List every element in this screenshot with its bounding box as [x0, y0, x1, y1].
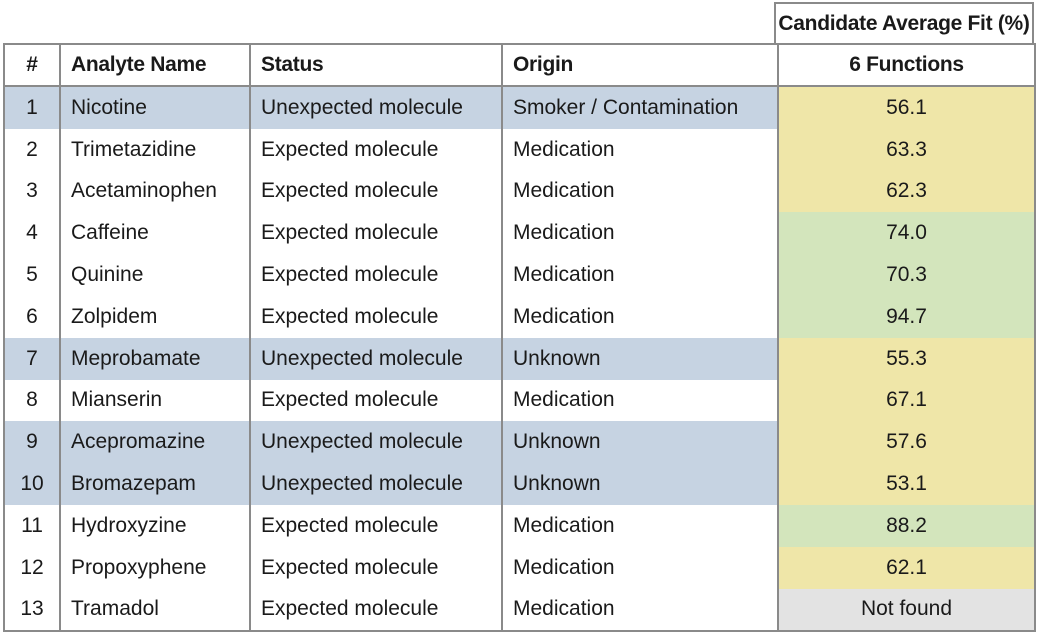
cell-fit-value: 62.1	[777, 546, 1036, 589]
cell-origin: Medication	[501, 379, 779, 422]
cell-fit-value: 70.3	[777, 254, 1036, 296]
cell-analyte-name: Meprobamate	[59, 337, 251, 380]
table-row: 7 Meprobamate Unexpected molecule Unknown 55…	[3, 337, 1036, 380]
cell-number: 11	[3, 504, 61, 547]
cell-origin: Medication	[501, 212, 779, 255]
cell-status: Unexpected molecule	[249, 86, 503, 129]
column-header-number: #	[3, 43, 61, 87]
cell-status: Expected molecule	[249, 295, 503, 338]
group-header-candidate-average-fit: Candidate Average Fit (%)	[774, 2, 1034, 44]
cell-analyte-name: Acepromazine	[59, 421, 251, 464]
cell-number: 4	[3, 212, 61, 255]
cell-origin: Medication	[501, 128, 779, 171]
cell-fit-value: 57.6	[777, 421, 1036, 464]
table-row: 2 Trimetazidine Expected molecule Medicatio…	[3, 128, 1036, 171]
table-row: 1 Nicotine Unexpected molecule Smoker / Con…	[3, 86, 1036, 129]
cell-status: Expected molecule	[249, 546, 503, 589]
cell-fit-value: Not found	[777, 588, 1036, 633]
cell-status: Expected molecule	[249, 212, 503, 255]
cell-number: 9	[3, 421, 61, 464]
cell-status: Unexpected molecule	[249, 337, 503, 380]
cell-fit-value: 88.2	[777, 504, 1036, 547]
cell-origin: Medication	[501, 588, 779, 633]
column-header-status: Status	[249, 43, 503, 87]
cell-analyte-name: Propoxyphene	[59, 546, 251, 589]
cell-status: Unexpected molecule	[249, 421, 503, 464]
table-row: 4 Caffeine Expected molecule Medication 74.0	[3, 212, 1036, 255]
analyte-table: # Analyte Name Status Origin 6 Functions…	[3, 43, 1036, 633]
cell-analyte-name: Bromazepam	[59, 463, 251, 505]
table-row: 3 Acetaminophen Expected molecule Medicatio…	[3, 170, 1036, 213]
cell-origin: Unknown	[501, 421, 779, 464]
cell-fit-value: 53.1	[777, 463, 1036, 505]
cell-number: 3	[3, 170, 61, 213]
cell-status: Expected molecule	[249, 504, 503, 547]
table-row: 9 Acepromazine Unexpected molecule Unknown 5…	[3, 421, 1036, 464]
cell-origin: Smoker / Contamination	[501, 86, 779, 129]
cell-analyte-name: Caffeine	[59, 212, 251, 255]
cell-number: 1	[3, 86, 61, 129]
cell-analyte-name: Tramadol	[59, 588, 251, 633]
table-body: 1 Nicotine Unexpected molecule Smoker / Con…	[3, 86, 1036, 633]
cell-status: Expected molecule	[249, 379, 503, 422]
cell-origin: Medication	[501, 254, 779, 296]
cell-status: Expected molecule	[249, 128, 503, 171]
cell-fit-value: 94.7	[777, 295, 1036, 338]
cell-status: Expected molecule	[249, 170, 503, 213]
column-header-origin: Origin	[501, 43, 779, 87]
table-row: 13 Tramadol Expected molecule Medication Not…	[3, 588, 1036, 633]
cell-origin: Medication	[501, 546, 779, 589]
cell-number: 10	[3, 463, 61, 505]
header-row: # Analyte Name Status Origin 6 Functions	[3, 43, 1036, 87]
cell-analyte-name: Quinine	[59, 254, 251, 296]
cell-analyte-name: Acetaminophen	[59, 170, 251, 213]
cell-fit-value: 67.1	[777, 379, 1036, 422]
cell-number: 12	[3, 546, 61, 589]
cell-status: Expected molecule	[249, 588, 503, 633]
table-row: 6 Zolpidem Expected molecule Medication 94.7	[3, 295, 1036, 338]
table-row: 8 Mianserin Expected molecule Medication 67.…	[3, 379, 1036, 422]
cell-analyte-name: Nicotine	[59, 86, 251, 129]
table-row: 12 Propoxyphene Expected molecule Medicatio…	[3, 546, 1036, 589]
cell-origin: Unknown	[501, 337, 779, 380]
table-row: 10 Bromazepam Unexpected molecule Unknown 53…	[3, 463, 1036, 505]
table-row: 5 Quinine Expected molecule Medication 70.3	[3, 254, 1036, 296]
cell-number: 7	[3, 337, 61, 380]
cell-analyte-name: Mianserin	[59, 379, 251, 422]
cell-fit-value: 62.3	[777, 170, 1036, 213]
cell-status: Unexpected molecule	[249, 463, 503, 505]
cell-number: 8	[3, 379, 61, 422]
cell-fit-value: 63.3	[777, 128, 1036, 171]
cell-number: 6	[3, 295, 61, 338]
cell-fit-value: 74.0	[777, 212, 1036, 255]
cell-origin: Medication	[501, 295, 779, 338]
cell-number: 2	[3, 128, 61, 171]
cell-origin: Medication	[501, 504, 779, 547]
cell-fit-value: 55.3	[777, 337, 1036, 380]
cell-origin: Unknown	[501, 463, 779, 505]
cell-number: 5	[3, 254, 61, 296]
cell-analyte-name: Trimetazidine	[59, 128, 251, 171]
cell-status: Expected molecule	[249, 254, 503, 296]
table-row: 11 Hydroxyzine Expected molecule Medication…	[3, 504, 1036, 547]
column-header-analyte-name: Analyte Name	[59, 43, 251, 87]
cell-fit-value: 56.1	[777, 86, 1036, 129]
cell-number: 13	[3, 588, 61, 633]
cell-origin: Medication	[501, 170, 779, 213]
cell-analyte-name: Zolpidem	[59, 295, 251, 338]
cell-analyte-name: Hydroxyzine	[59, 504, 251, 547]
column-header-six-functions: 6 Functions	[777, 43, 1036, 87]
